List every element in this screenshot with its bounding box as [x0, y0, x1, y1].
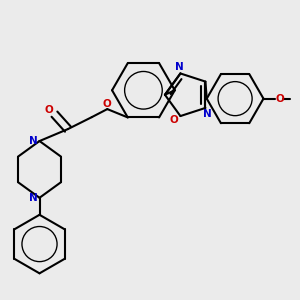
Text: N: N [202, 109, 211, 119]
Text: O: O [275, 94, 284, 103]
Text: O: O [169, 115, 178, 124]
Text: O: O [45, 105, 53, 115]
Text: O: O [102, 99, 111, 109]
Text: N: N [29, 136, 38, 146]
Text: N: N [29, 193, 38, 203]
Text: N: N [175, 62, 184, 73]
